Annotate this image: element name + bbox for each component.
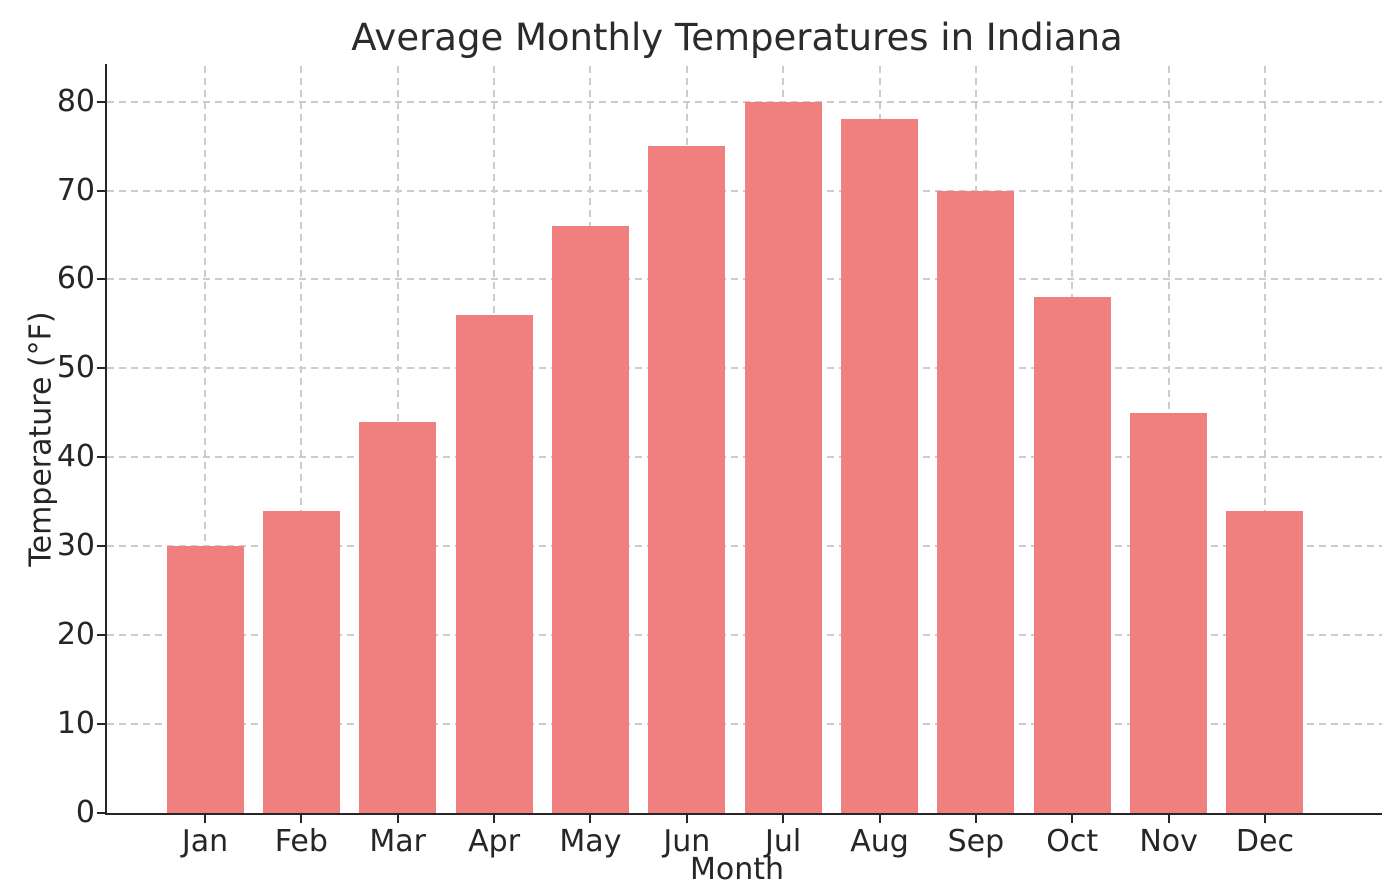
y-tick-mark-50 <box>97 367 105 370</box>
x-axis-spine <box>105 813 1382 815</box>
bar-jan <box>166 546 244 813</box>
v-gridline-jan <box>204 66 206 813</box>
y-tick-label-60: 60 <box>56 261 95 297</box>
x-tick-label-jun: Jun <box>663 824 711 859</box>
x-tick-label-mar: Mar <box>369 824 427 859</box>
v-gridline-feb <box>300 66 303 813</box>
y-tick-label-70: 70 <box>56 172 95 208</box>
h-gridline-20 <box>107 634 1382 637</box>
y-tick-label-50: 50 <box>56 350 95 386</box>
v-gridline-dec <box>1263 66 1266 813</box>
h-gridline-40 <box>107 456 1382 459</box>
plot-area <box>107 66 1382 813</box>
x-tick-label-jul: Jul <box>765 824 802 859</box>
y-tick-label-0: 0 <box>75 795 95 830</box>
y-tick-mark-10 <box>97 723 105 726</box>
x-tick-label-jan: Jan <box>181 824 229 859</box>
y-axis-spine <box>105 64 107 815</box>
y-tick-label-10: 10 <box>56 706 95 742</box>
y-tick-mark-70 <box>97 189 105 192</box>
y-tick-label-20: 20 <box>56 617 95 653</box>
x-tick-mark-nov <box>1167 815 1170 823</box>
x-tick-label-apr: Apr <box>468 824 521 859</box>
bar-may <box>551 226 629 813</box>
y-tick-mark-80 <box>97 100 105 103</box>
x-tick-mark-oct <box>1071 815 1074 823</box>
x-tick-label-nov: Nov <box>1139 824 1198 859</box>
bar-jun <box>648 146 726 813</box>
y-tick-label-30: 30 <box>56 528 95 564</box>
chart-title: Average Monthly Temperatures in Indiana <box>351 16 1123 59</box>
h-gridline-80 <box>107 100 1382 103</box>
x-tick-mark-jan <box>204 815 206 823</box>
bar-nov <box>1130 412 1208 813</box>
h-gridline-60 <box>107 278 1382 281</box>
x-tick-mark-aug <box>878 815 881 823</box>
bar-oct <box>1033 297 1111 813</box>
x-tick-mark-jun <box>685 815 688 823</box>
y-axis-label: Temperature (°F) <box>23 311 59 567</box>
x-tick-mark-feb <box>300 815 303 823</box>
bar-apr <box>455 315 533 813</box>
y-tick-mark-40 <box>97 456 105 459</box>
x-tick-mark-jul <box>782 815 785 823</box>
x-axis-label: Month <box>689 852 785 887</box>
x-tick-label-oct: Oct <box>1046 824 1099 859</box>
y-tick-label-40: 40 <box>56 439 95 475</box>
bar-sep <box>937 190 1015 813</box>
h-gridline-10 <box>107 723 1382 726</box>
y-tick-label-80: 80 <box>56 83 95 119</box>
x-tick-label-aug: Aug <box>850 824 909 859</box>
y-tick-mark-30 <box>97 545 105 548</box>
h-gridline-50 <box>107 367 1382 370</box>
bar-feb <box>262 510 340 813</box>
x-tick-mark-may <box>589 815 592 823</box>
bar-mar <box>359 421 437 813</box>
h-gridline-70 <box>107 189 1382 192</box>
bar-dec <box>1226 510 1304 813</box>
y-tick-mark-20 <box>97 634 105 637</box>
x-tick-label-sep: Sep <box>947 824 1005 859</box>
x-tick-mark-mar <box>396 815 399 823</box>
h-gridline-30 <box>107 545 1382 548</box>
y-tick-mark-60 <box>97 278 105 281</box>
x-tick-label-feb: Feb <box>274 824 328 859</box>
bar-aug <box>841 119 919 813</box>
bar-jul <box>744 101 822 813</box>
x-tick-mark-dec <box>1263 815 1266 823</box>
y-tick-mark-0 <box>97 812 105 814</box>
x-tick-label-dec: Dec <box>1235 824 1294 859</box>
x-tick-mark-sep <box>974 815 977 823</box>
x-tick-mark-apr <box>493 815 496 823</box>
x-tick-label-may: May <box>559 824 622 859</box>
